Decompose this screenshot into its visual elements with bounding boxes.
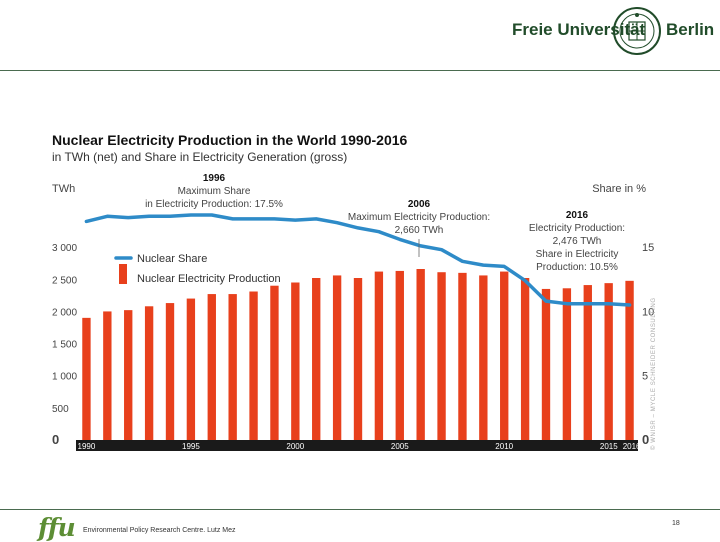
legend-bar-swatch [119, 264, 127, 284]
annotation-1996: 1996 Maximum Share in Electricity Produc… [145, 173, 283, 210]
x-axis-band [76, 440, 638, 451]
chart-subtitle: in TWh (net) and Share in Electricity Ge… [52, 150, 347, 164]
y-tick-label: 1 000 [52, 372, 77, 383]
legend-item-share: Nuclear Share [137, 253, 207, 265]
chart-svg: Nuclear Electricity Production in the Wo… [52, 132, 657, 451]
chart: Nuclear Electricity Production in the Wo… [0, 120, 720, 465]
bar-1991 [103, 311, 112, 440]
y-axis-ticks: 0 500 1 000 1 500 2 000 2 500 3 000 [52, 243, 77, 447]
bar-1993 [144, 306, 154, 440]
bar-1995 [186, 298, 196, 440]
university-name-left: Freie Universität [512, 20, 646, 39]
y2-tick-label: 0 [642, 432, 649, 447]
annotation-2006-line-2: 2,660 TWh [395, 225, 444, 236]
y-tick-label: 1 500 [52, 340, 77, 351]
bar-1990 [82, 317, 91, 440]
share-line [84, 213, 632, 307]
annotation-2016-line-3: Share in Electricity [536, 249, 619, 260]
annotation-2016-year: 2016 [566, 210, 589, 221]
y2-tick-label: 5 [642, 371, 648, 383]
y2-tick-label: 15 [642, 242, 654, 254]
x-tick-label: 2000 [286, 442, 304, 451]
bar-2007 [437, 272, 446, 440]
y2-tick-label: 10 [642, 306, 654, 318]
header-divider [0, 70, 720, 71]
annotation-2016-line-1: Electricity Production: [529, 223, 625, 234]
bar-2002 [332, 275, 342, 440]
x-axis-ticks: 1990 1995 2000 2005 2010 2015 2016 [78, 442, 642, 451]
bar-1994 [165, 303, 175, 440]
bar-1998 [249, 291, 258, 440]
ffu-logo: ffu [38, 513, 76, 542]
bar-1992 [124, 310, 133, 440]
bar-2001 [312, 278, 321, 440]
x-tick-label: 2015 [600, 442, 618, 451]
annotation-2016: 2016 Electricity Production: 2,476 TWh S… [529, 210, 625, 273]
bar-1999 [270, 285, 279, 440]
annotation-1996-year: 1996 [203, 173, 226, 184]
bar-2010 [500, 271, 509, 440]
annotation-2006: 2006 Maximum Electricity Production: 2,6… [348, 199, 490, 257]
y2-axis-ticks: 0 5 10 15 [642, 242, 654, 447]
annotation-2006-year: 2006 [408, 199, 431, 210]
x-tick-label: 1995 [182, 442, 200, 451]
bar-2014 [583, 285, 592, 440]
annotation-2016-line-4: Production: 10.5% [536, 262, 618, 273]
y-tick-label: 2 000 [52, 307, 77, 318]
bar-1996 [207, 294, 216, 440]
x-tick-label: 1990 [78, 442, 96, 451]
bar-2016 [625, 280, 634, 440]
x-tick-label: 2005 [391, 442, 409, 451]
ffu-logo-text: ffu [38, 513, 76, 542]
x-tick-label: 2010 [495, 442, 513, 451]
y-tick-label: 3 000 [52, 243, 77, 254]
bar-2004 [374, 271, 384, 440]
bar-2011 [520, 278, 530, 440]
bar-2013 [562, 288, 572, 440]
page-number: 18 [672, 520, 680, 527]
annotation-1996-line-2: in Electricity Production: 17.5% [145, 199, 283, 210]
bar-2008 [458, 272, 467, 440]
bar-2006 [416, 269, 425, 440]
legend: Nuclear Share Nuclear Electricity Produc… [114, 253, 281, 285]
bar-2009 [479, 275, 488, 440]
annotation-1996-line-1: Maximum Share [178, 186, 251, 197]
y-tick-label: 2 500 [52, 275, 77, 286]
footer-divider [0, 509, 720, 510]
annotation-2006-line-1: Maximum Electricity Production: [348, 212, 490, 223]
y-tick-label: 0 [52, 432, 59, 447]
university-name-right: Berlin [666, 20, 715, 39]
annotation-2016-line-2: 2,476 TWh [553, 236, 602, 247]
legend-item-production: Nuclear Electricity Production [137, 273, 281, 285]
bar-2000 [291, 282, 300, 440]
bar-series [82, 269, 634, 440]
bar-2015 [604, 283, 613, 440]
footer-org: Environmental Policy Research Centre. Lu… [83, 527, 236, 534]
chart-credit: © WNISR – MYCLE SCHNEIDER CONSULTING [650, 297, 657, 450]
y2-axis-label: Share in % [592, 183, 646, 195]
bar-2005 [395, 270, 404, 440]
bar-1997 [228, 294, 237, 440]
y-axis-label: TWh [52, 183, 75, 195]
x-tick-label: 2016 [623, 442, 641, 451]
y-tick-label: 500 [52, 404, 69, 415]
chart-title: Nuclear Electricity Production in the Wo… [52, 132, 408, 148]
university-seal-icon [613, 7, 661, 55]
bar-2003 [353, 278, 363, 440]
bar-2012 [541, 288, 551, 440]
